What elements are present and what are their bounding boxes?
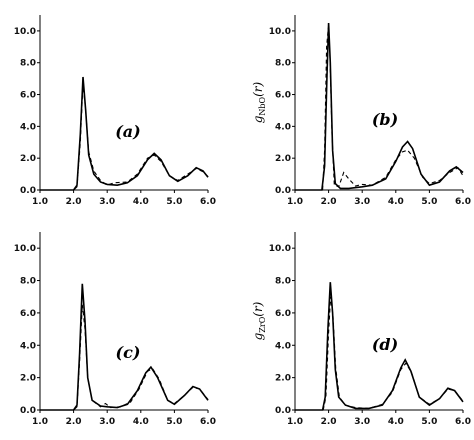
y-tick-label: 10.0	[14, 244, 36, 254]
y-tick-label: 4.0	[275, 341, 291, 351]
x-tick-label: 3.0	[354, 197, 370, 207]
x-tick-label: 6.0	[455, 197, 471, 207]
series-solid-line	[40, 283, 209, 411]
y-tick-label: 6.0	[20, 309, 36, 319]
x-tick-label: 2.0	[321, 417, 337, 427]
x-tick-label: 2.0	[321, 197, 337, 207]
y-tick-label: 10.0	[269, 27, 291, 37]
y-tick-label: 4.0	[20, 122, 36, 132]
x-tick-label: 4.0	[133, 197, 149, 207]
x-tick-label: 6.0	[200, 197, 216, 207]
y-tick-label: 8.0	[275, 59, 291, 69]
y-axis-label-tail: (r)	[251, 301, 265, 316]
x-tick-label: 3.0	[99, 417, 115, 427]
x-tick-label: 5.0	[166, 197, 182, 207]
x-tick-label: 5.0	[421, 197, 437, 207]
y-tick-label: 8.0	[20, 59, 36, 69]
y-tick-label: 4.0	[20, 341, 36, 351]
panel-c: 0.0 2.0 4.0 6.0 8.0 10.0 1.0 2.0 3.0 4.0 5.0 6.0 (c)	[14, 232, 216, 427]
y-tick-label: 0.0	[20, 406, 36, 416]
y-tick-label: 0.0	[275, 186, 291, 196]
x-tick-label: 4.0	[388, 197, 404, 207]
y-axis-label-tail: (r)	[251, 81, 265, 96]
x-tick-label: 3.0	[354, 417, 370, 427]
y-tick-label: 0.0	[275, 406, 291, 416]
series-solid-line	[295, 22, 464, 191]
x-tick-label: 1.0	[32, 197, 48, 207]
x-tick-label: 3.0	[99, 197, 115, 207]
x-tick-label: 1.0	[287, 417, 303, 427]
y-tick-label: 2.0	[20, 374, 36, 384]
y-axis-label-g: g	[251, 332, 265, 340]
y-tick-label: 2.0	[275, 374, 291, 384]
y-axis-label-g: g	[251, 115, 265, 123]
y-tick-label: 6.0	[275, 91, 291, 101]
y-tick-label: 8.0	[20, 277, 36, 287]
panel-label: (b)	[372, 110, 398, 129]
panel-label: (d)	[372, 335, 398, 354]
y-tick-label: 10.0	[14, 27, 36, 37]
series-dashed-line	[295, 296, 464, 411]
y-tick-label: 4.0	[275, 122, 291, 132]
y-axis-label: gNbO(r)	[251, 81, 267, 123]
panel-label: (c)	[116, 343, 141, 362]
x-tick-label: 4.0	[388, 417, 404, 427]
panel-d: 0.0 2.0 4.0 6.0 8.0 10.0 1.0 2.0 3.0 4.0 5.0 6.0 (d)…	[251, 232, 471, 427]
y-tick-label: 8.0	[275, 277, 291, 287]
x-tick-label: 5.0	[421, 417, 437, 427]
x-tick-label: 5.0	[166, 417, 182, 427]
x-tick-label: 4.0	[133, 417, 149, 427]
y-tick-label: 2.0	[20, 154, 36, 164]
y-tick-label: 0.0	[20, 186, 36, 196]
x-tick-label: 6.0	[200, 417, 216, 427]
x-tick-label: 6.0	[455, 417, 471, 427]
y-axis-label-subscript: ZrO	[258, 316, 267, 332]
y-tick-label: 10.0	[269, 244, 291, 254]
y-tick-label: 6.0	[275, 309, 291, 319]
panel-a: 0.0 2.0 4.0 6.0 8.0 10.0 1.0 2.0 3.0 4.0 5.0 6.0 (a)	[14, 15, 216, 207]
series-dashed-line	[40, 83, 209, 191]
x-tick-label: 2.0	[66, 197, 82, 207]
x-tick-label: 1.0	[32, 417, 48, 427]
y-axis-label-subscript: NbO	[258, 96, 267, 115]
y-tick-label: 6.0	[20, 91, 36, 101]
series-dashed-line	[295, 27, 464, 191]
y-axis-label: gZrO(r)	[251, 301, 267, 340]
panel-label: (a)	[115, 122, 141, 141]
y-tick-label: 2.0	[275, 154, 291, 164]
panel-b: 0.0 2.0 4.0 6.0 8.0 10.0 1.0 2.0 3.0 4.0 5.0 6.0 (b)…	[251, 15, 471, 207]
x-tick-label: 1.0	[287, 197, 303, 207]
series-dashed-line	[40, 304, 209, 411]
x-tick-label: 2.0	[66, 417, 82, 427]
